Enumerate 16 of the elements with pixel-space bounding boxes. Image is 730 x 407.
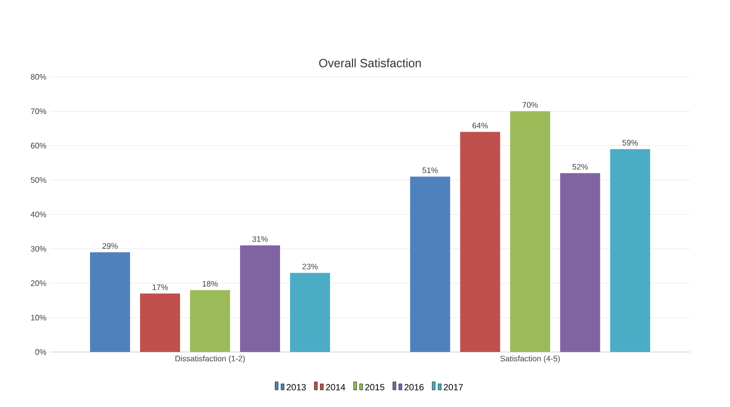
bar: [140, 294, 180, 352]
bar: [610, 149, 650, 352]
bar: [460, 132, 500, 352]
chart-title: Overall Satisfaction: [319, 58, 421, 68]
bar: [240, 245, 280, 352]
legend-label: 2013: [286, 384, 306, 390]
legend-label: 2014: [326, 384, 346, 390]
bar: [190, 290, 230, 352]
bar: [560, 173, 600, 352]
legend-label: 2015: [365, 384, 384, 390]
bar: [90, 252, 130, 352]
bar: [510, 111, 550, 352]
bar: [290, 272, 330, 352]
legend-label: 2017: [444, 384, 463, 390]
legend-label: 2016: [404, 384, 424, 390]
bar: [410, 176, 450, 352]
